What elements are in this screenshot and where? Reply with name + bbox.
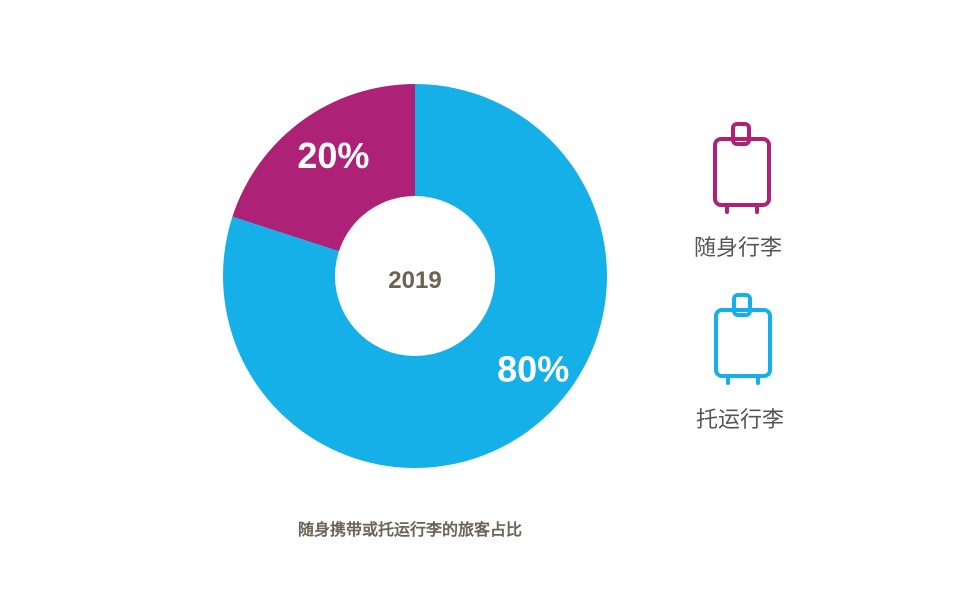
- suitcase-icon: [714, 293, 772, 385]
- donut-slice-carry-on: [232, 84, 415, 252]
- donut-slice-checked: [223, 84, 608, 468]
- legend-label-checked: 托运行李: [696, 408, 785, 433]
- suitcase-icon: [713, 122, 771, 214]
- slice-label-carry-on: 20%: [297, 135, 369, 176]
- center-year-label: 2019: [388, 267, 441, 294]
- chart-caption: 随身携带或托运行李的旅客占比: [297, 520, 522, 539]
- legend-label-carry-on: 随身行李: [694, 236, 783, 261]
- slice-labels: 20% 80%: [297, 135, 569, 389]
- legend-suitcase-icon-carry-on: [713, 122, 771, 214]
- slice-label-checked: 80%: [497, 348, 569, 389]
- legend-suitcase-icon-checked: [714, 293, 772, 385]
- donut-slices: [223, 84, 608, 468]
